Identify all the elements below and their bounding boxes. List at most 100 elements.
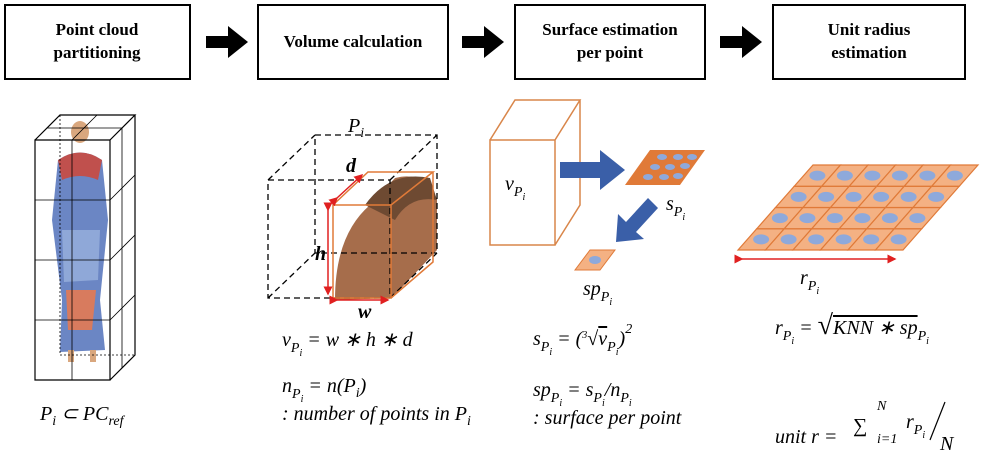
step-box <box>772 4 966 80</box>
math-sub: i <box>356 386 360 401</box>
math-sub: P <box>291 387 301 402</box>
math: s <box>533 328 541 350</box>
math: r <box>906 411 914 433</box>
math-sub: P <box>673 205 683 220</box>
surface-formula: sPi = (3√vPi)2 <box>533 322 632 358</box>
math-sub: i <box>559 398 562 409</box>
flow-arrow <box>720 26 762 58</box>
math: = <box>794 317 818 339</box>
point-disc <box>891 170 908 181</box>
math-sub: P <box>782 329 792 344</box>
math-sub: i <box>602 398 605 409</box>
step-title: partitioning <box>54 43 141 62</box>
point-disc <box>863 234 880 245</box>
point-disc <box>780 234 797 245</box>
math-sub: i <box>616 347 619 358</box>
step-box <box>257 4 449 80</box>
surface-illustration <box>489 99 705 271</box>
math: √ <box>818 310 834 341</box>
surface-note: : surface per point <box>533 407 682 429</box>
point-disc <box>836 170 853 181</box>
math: ) <box>618 328 626 350</box>
math-sub: P <box>550 391 560 406</box>
math: : number of points in P <box>282 403 467 425</box>
point-disc <box>771 213 788 224</box>
step-box <box>514 4 706 80</box>
math-sup: 2 <box>625 322 632 337</box>
point-disc <box>809 170 826 181</box>
math-sub: i <box>629 398 632 409</box>
math-sub: i <box>682 212 685 223</box>
math: = s <box>562 379 593 401</box>
step-title: Point cloud <box>56 20 139 39</box>
dimension-arrows <box>323 173 390 305</box>
point-disc <box>845 191 862 202</box>
math: s <box>666 193 674 215</box>
flow-arrow <box>206 26 248 58</box>
point-disc <box>835 234 852 245</box>
point-disc <box>900 191 917 202</box>
math-sub: i <box>549 347 552 358</box>
step-boxes: Point cloud partitioning Volume calculat… <box>4 4 966 80</box>
person <box>52 121 108 362</box>
math: rPi <box>906 411 925 441</box>
partition-illustration <box>34 114 137 381</box>
surface-grid <box>736 164 980 251</box>
math: ∑ <box>853 415 867 437</box>
math-sub: P <box>592 391 602 406</box>
math-sub: i <box>299 348 302 359</box>
math: r <box>775 317 783 339</box>
dim-label: h <box>315 243 326 265</box>
math-sub: P <box>913 423 923 438</box>
point-disc <box>854 213 871 224</box>
math: sp <box>533 379 551 401</box>
math-sub: P <box>606 340 616 355</box>
point-disc <box>881 213 898 224</box>
point-disc <box>818 191 835 202</box>
math-sub: P <box>513 185 523 200</box>
count-formula: nPi = n(Pi) <box>282 375 367 405</box>
math-sub: i <box>816 286 819 297</box>
fraction-slash <box>929 401 946 441</box>
step-title: Surface estimation <box>542 20 678 39</box>
math-sub: P <box>619 391 629 406</box>
math: P <box>347 115 360 137</box>
math: KNN ∗ sp <box>832 317 918 339</box>
step-title: Unit radius <box>828 20 911 39</box>
math-sub: i <box>791 336 794 347</box>
unit-formula: unit r = ∑ i=1 N rPi N <box>775 399 955 455</box>
flow-arrow <box>462 26 504 58</box>
math: r <box>800 267 808 289</box>
cell-label: Pi <box>347 115 364 141</box>
step-box <box>4 4 191 80</box>
math-sub: P <box>600 290 610 305</box>
math-sup: 3 <box>581 330 587 341</box>
math: n <box>282 375 292 397</box>
point-disc <box>946 170 963 181</box>
math-sub: i <box>301 394 304 405</box>
count-note: : number of points in Pi <box>282 403 471 429</box>
step-title: Volume calculation <box>284 32 423 51</box>
math-sub: i <box>52 414 56 429</box>
math: = n(P <box>303 375 355 397</box>
dim-label: w <box>358 301 372 323</box>
point-disc <box>826 213 843 224</box>
math-sub: P <box>917 329 927 344</box>
math: unit r = <box>775 426 837 448</box>
math-sub: i <box>522 192 525 203</box>
math-sub: ref <box>108 414 125 429</box>
math: = w ∗ h ∗ d <box>302 329 413 351</box>
volume-formula: vPi = w ∗ h ∗ d <box>282 329 414 359</box>
volume-label: vPi <box>505 173 525 203</box>
step-title: estimation <box>831 43 907 62</box>
point-disc <box>753 234 770 245</box>
step-title: per point <box>577 43 644 62</box>
math-sub: P <box>807 279 817 294</box>
math-sub: i <box>926 336 929 347</box>
math-sub: P <box>290 341 300 356</box>
point-disc <box>890 234 907 245</box>
point-surface-formula: spPi = sPi/nPi <box>533 379 632 409</box>
point-disc <box>919 170 936 181</box>
point-disc <box>928 191 945 202</box>
